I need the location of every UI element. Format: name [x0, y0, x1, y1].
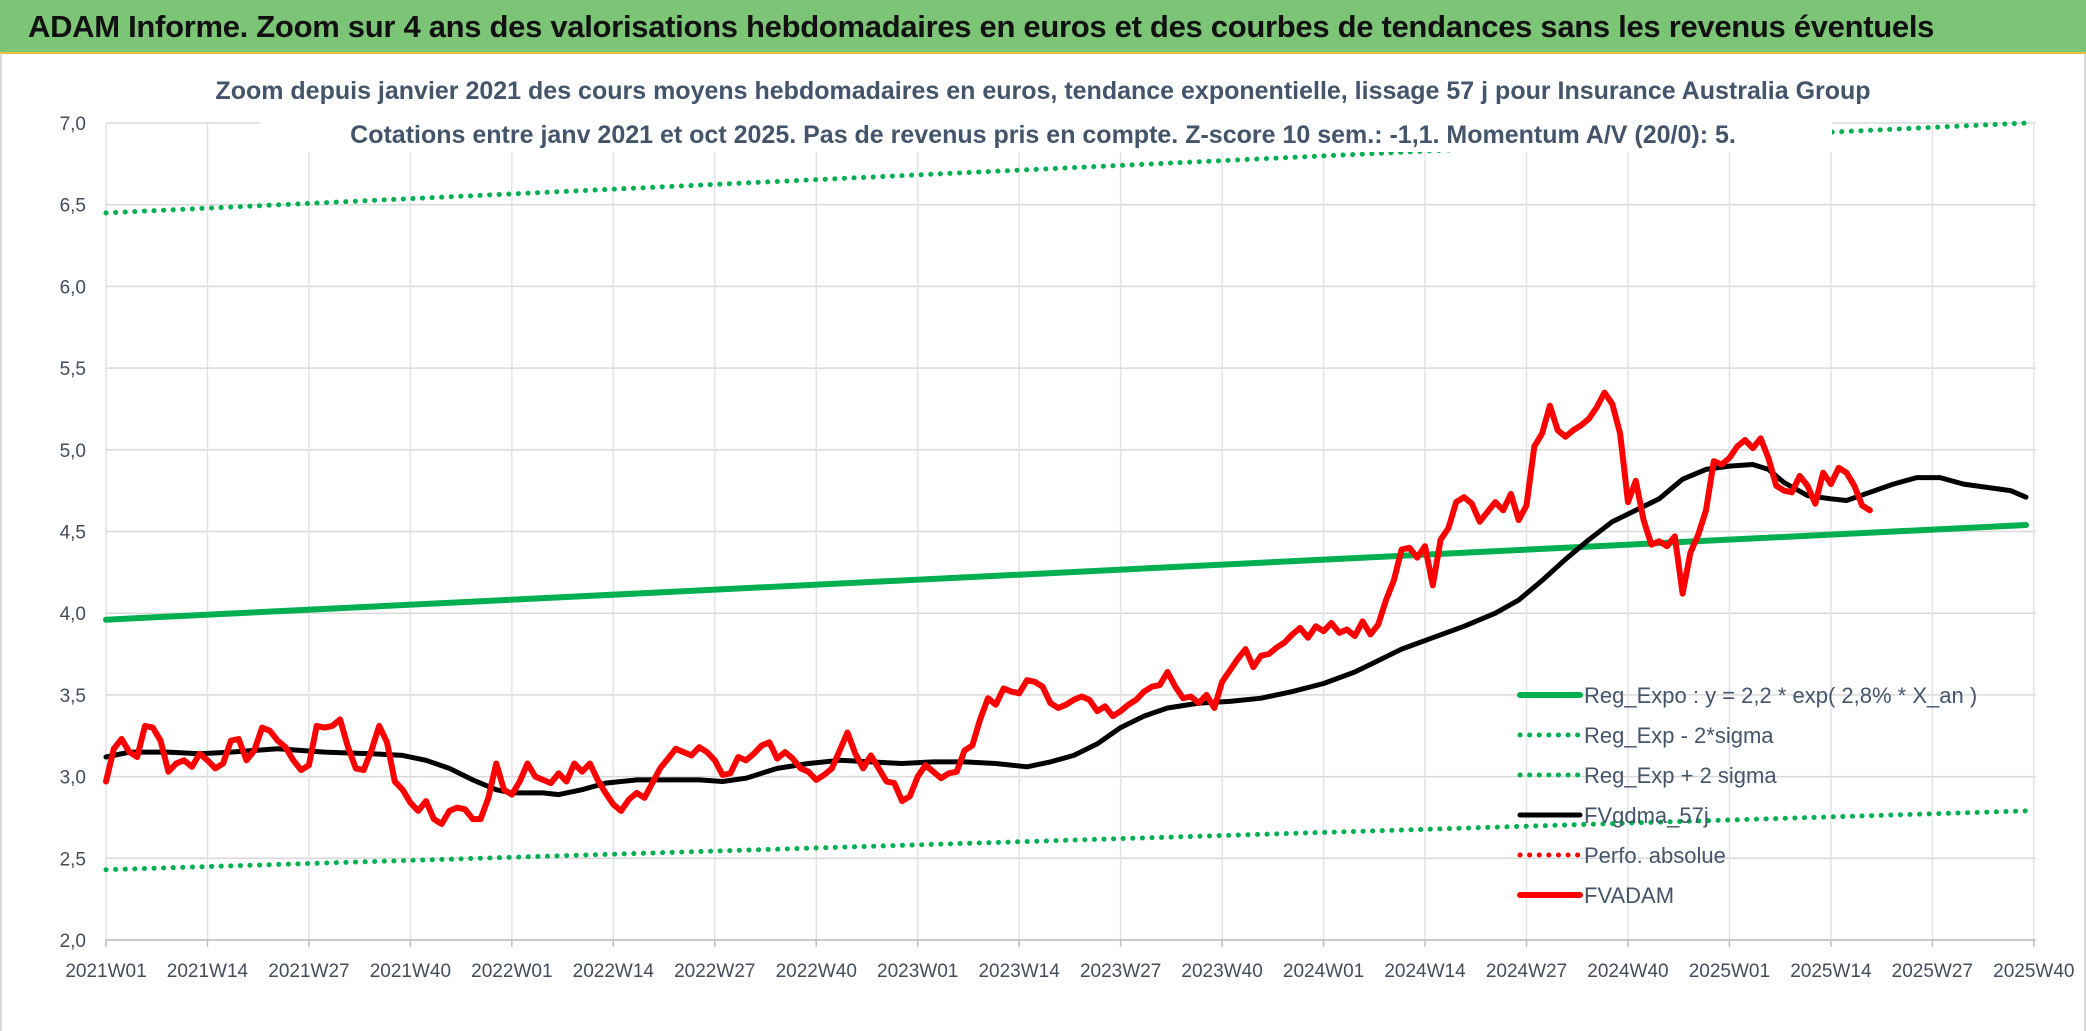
x-tick-label: 2023W40	[1181, 961, 1262, 982]
y-tick-label: 7,0	[60, 114, 86, 135]
chart-subtitle: Cotations entre janv 2021 et oct 2025. P…	[350, 121, 1736, 149]
x-tick-label: 2025W01	[1689, 961, 1770, 982]
banner-title: ADAM Informe. Zoom sur 4 ans des valoris…	[28, 9, 1935, 44]
x-tick-label: 2022W14	[573, 961, 655, 982]
title-background	[260, 58, 1832, 152]
x-tick-label: 2023W27	[1080, 961, 1161, 982]
legend-label: FVgdma_57j	[1584, 803, 1709, 828]
y-tick-label: 3,5	[60, 686, 86, 707]
series-line-fvgdma-57j	[103, 462, 2029, 798]
x-tick-label: 2025W40	[1993, 961, 2074, 982]
line-chart: 2,0 2,5 3,0 3,5 4,0 4,5 5,0 5,5 6,0 6,5 7,0 2021W01…	[60, 58, 2074, 982]
y-tick-label: 4,0	[60, 604, 86, 625]
x-tick-label: 2025W14	[1790, 961, 1872, 982]
legend-label: Reg_Expo : y = 2,2 * exp( 2,8% * X_an )	[1584, 683, 1977, 708]
x-tick-label: 2021W01	[65, 961, 146, 982]
x-tick-label: 2025W27	[1892, 961, 1973, 982]
x-tick-label: 2021W40	[370, 961, 451, 982]
x-tick-label: 2024W14	[1384, 961, 1466, 982]
chart-title: Zoom depuis janvier 2021 des cours moyen…	[215, 77, 1870, 105]
y-tick-label: 5,0	[60, 441, 86, 462]
x-tick-label: 2022W01	[471, 961, 552, 982]
chart-frame: 2,0 2,5 3,0 3,5 4,0 4,5 5,0 5,5 6,0 6,5 7,0 2021W01…	[0, 54, 2086, 1031]
x-tick-label: 2024W40	[1587, 961, 1668, 982]
y-tick-label: 6,0	[60, 277, 86, 298]
y-tick-label: 3,0	[60, 768, 86, 789]
series-line-fvadam	[103, 389, 1873, 827]
x-tick-label: 2023W14	[978, 961, 1060, 982]
series-line-reg-expo-y-2-2-exp-2-8-x-an	[103, 522, 2029, 623]
y-tick-label: 4,5	[60, 523, 86, 544]
legend-label: FVADAM	[1584, 883, 1674, 908]
legend-label: Reg_Exp + 2 sigma	[1584, 763, 1777, 788]
x-tick-label: 2021W27	[268, 961, 349, 982]
x-tick-label: 2021W14	[167, 961, 249, 982]
x-tick-label: 2022W40	[776, 961, 857, 982]
series-line-reg-exp-2-sigma	[103, 808, 2029, 873]
y-tick-label: 6,5	[60, 196, 86, 217]
y-tick-label: 2,5	[60, 849, 86, 870]
x-tick-label: 2023W01	[877, 961, 958, 982]
y-tick-label: 5,5	[60, 359, 86, 380]
x-tick-label: 2022W27	[674, 961, 755, 982]
x-tick-label: 2024W27	[1486, 961, 1567, 982]
header-banner: ADAM Informe. Zoom sur 4 ans des valoris…	[0, 0, 2086, 54]
legend-label: Perfo. absolue	[1584, 843, 1726, 868]
legend-label: Reg_Exp - 2*sigma	[1584, 723, 1774, 748]
x-tick-label: 2024W01	[1283, 961, 1364, 982]
y-tick-label: 2,0	[60, 931, 86, 952]
